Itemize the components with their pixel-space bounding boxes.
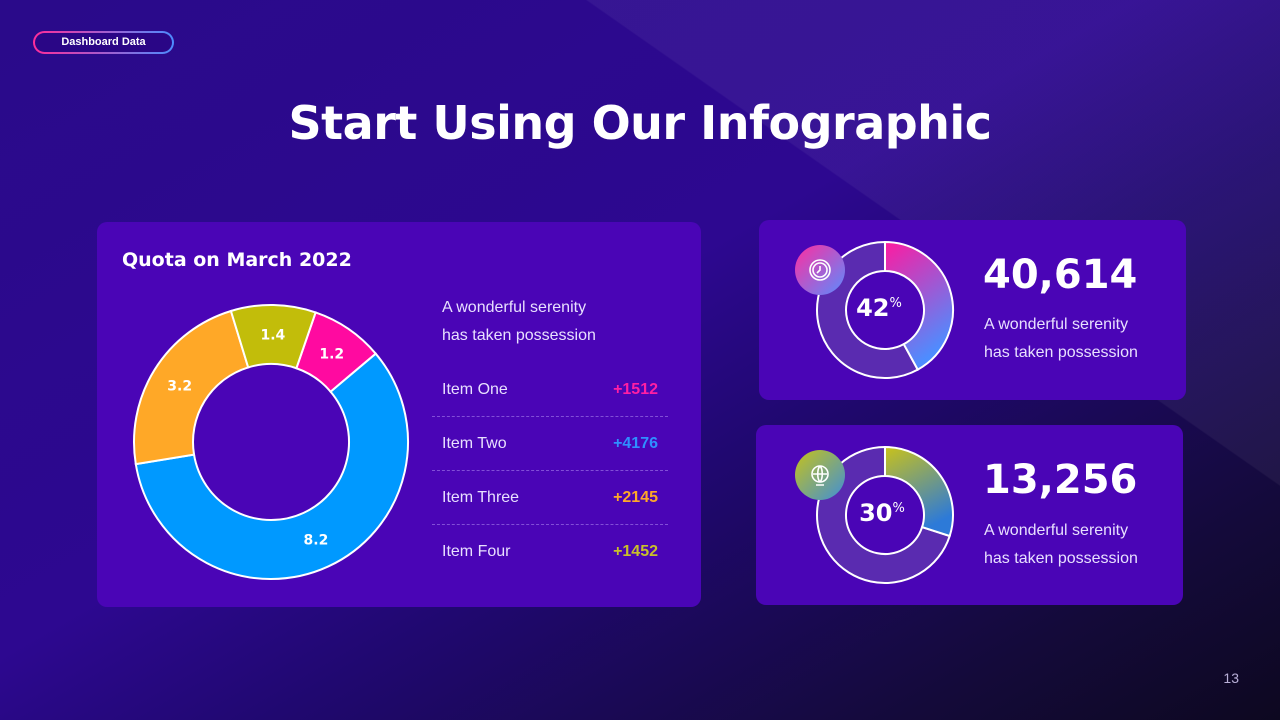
list-item: Item Four +1452 (432, 525, 668, 579)
stat-description: A wonderful serenity has taken possession (984, 316, 1138, 361)
stat-card-2: 30% 13,256 A wonderful serenity has taken… (756, 425, 1183, 605)
item-label: Item One (442, 380, 508, 398)
ring-progress (884, 445, 954, 538)
desc-line-1: A wonderful serenity (442, 299, 587, 316)
item-value: +4176 (613, 434, 658, 452)
globe-icon (795, 450, 845, 500)
donut-slice (229, 304, 317, 370)
item-list: Item One +1512 Item Two +4176 Item Three +2… (432, 363, 668, 579)
list-item: Item One +1512 (432, 363, 668, 417)
slice-label: 1.4 (260, 328, 285, 344)
stat-number: 13,256 (983, 457, 1138, 503)
chart-title: Quota on March 2022 (122, 249, 352, 271)
page-title: Start Using Our Infographic (288, 96, 992, 150)
item-value: +1512 (613, 380, 658, 398)
item-label: Item Four (442, 543, 511, 560)
item-label: Item Two (442, 434, 507, 452)
ring-remainder (816, 445, 951, 584)
slice-label: 1.2 (319, 346, 344, 362)
stat-number: 40,614 (983, 252, 1138, 298)
percent-label: 30% (859, 499, 905, 527)
slice-label: 8.2 (304, 533, 329, 549)
donut-slice (133, 309, 250, 466)
slice-label: 3.2 (167, 378, 192, 394)
percent-label: 42% (856, 294, 902, 322)
desc-line-2: has taken possession (442, 327, 596, 344)
list-item: Item Two +4176 (432, 417, 668, 471)
clock-icon (795, 245, 845, 295)
stat-description: A wonderful serenity has taken possession (984, 522, 1138, 567)
badge-label: Dashboard Data (35, 33, 172, 52)
donut-chart: 1.2 8.2 3.2 1.4 (133, 304, 409, 580)
donut-slice (134, 352, 409, 580)
percent-ring (816, 445, 954, 584)
quota-card: Quota on March 2022 1.2 8.2 3.2 1.4 A wonde… (97, 222, 701, 607)
page-number: 13 (1223, 670, 1239, 686)
item-label: Item Three (442, 488, 520, 506)
quota-description: A wonderful serenity has taken possessio… (442, 294, 596, 350)
section-badge: Dashboard Data (33, 31, 174, 54)
list-item: Item Three +2145 (432, 471, 668, 525)
item-value: +2145 (613, 488, 658, 506)
ring-progress (884, 240, 954, 371)
item-value: +1452 (613, 543, 658, 560)
stat-card-1: 42% 40,614 A wonderful serenity has taken… (759, 220, 1186, 400)
